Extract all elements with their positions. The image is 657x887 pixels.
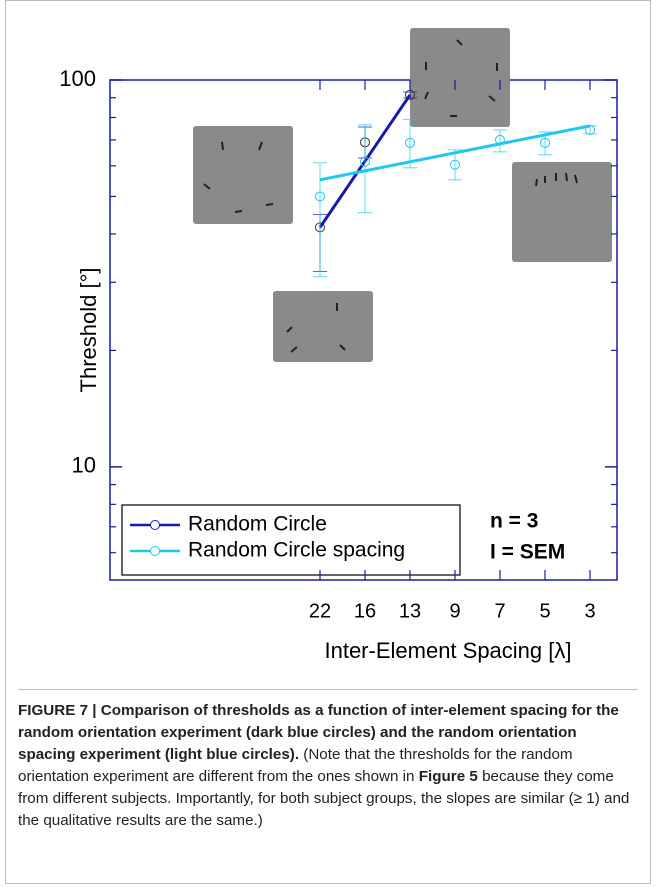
caption-title: FIGURE 7 | Comparison of thresholds as a…	[18, 702, 619, 763]
annotation: I = SEM	[490, 541, 565, 564]
caption-ref: Figure 5	[418, 768, 478, 785]
stimulus-insets	[193, 28, 612, 362]
chart: Threshold [°] Inter-Element Spacing [λ] …	[59, 28, 618, 663]
legend-marker	[150, 520, 160, 530]
data-point	[450, 159, 460, 170]
inset	[273, 291, 373, 362]
x-tick-label: 7	[494, 600, 505, 622]
data-point	[405, 137, 415, 148]
legend-label: Random Circle spacing	[188, 539, 405, 562]
legend-marker	[150, 546, 160, 556]
inset	[410, 28, 510, 127]
caption-text: (Note that the thresholds for the random…	[18, 746, 573, 785]
x-tick-label: 22	[309, 600, 331, 622]
y-axis-label: Threshold [°]	[76, 268, 101, 393]
data-point	[360, 156, 370, 167]
inset	[512, 162, 612, 262]
fit-line	[319, 124, 591, 182]
y-tick-label: 10	[72, 453, 96, 478]
x-tick-label: 13	[399, 600, 421, 622]
data-point	[585, 124, 595, 135]
inset	[193, 126, 293, 224]
plot-frame	[109, 79, 618, 581]
data-point	[540, 137, 550, 148]
caption: FIGURE 7 | Comparison of thresholds as a…	[18, 700, 638, 832]
x-tick-label: 16	[354, 600, 376, 622]
x-tick-label: 5	[539, 600, 550, 622]
figure-frame	[5, 0, 651, 884]
y-tick-label: 100	[59, 66, 96, 91]
legend-label: Random Circle	[188, 513, 327, 536]
data-point	[315, 191, 325, 202]
data-point	[405, 89, 415, 100]
legend-box	[121, 504, 461, 576]
caption-text: because they come from different subject…	[18, 768, 630, 829]
annotation: n = 3	[490, 510, 538, 533]
gabor-patches	[203, 39, 578, 353]
x-tick-label: 3	[584, 600, 595, 622]
caption-rule	[18, 689, 638, 690]
x-axis-label: Inter-Element Spacing [λ]	[324, 638, 571, 663]
x-tick-label: 9	[449, 600, 460, 622]
